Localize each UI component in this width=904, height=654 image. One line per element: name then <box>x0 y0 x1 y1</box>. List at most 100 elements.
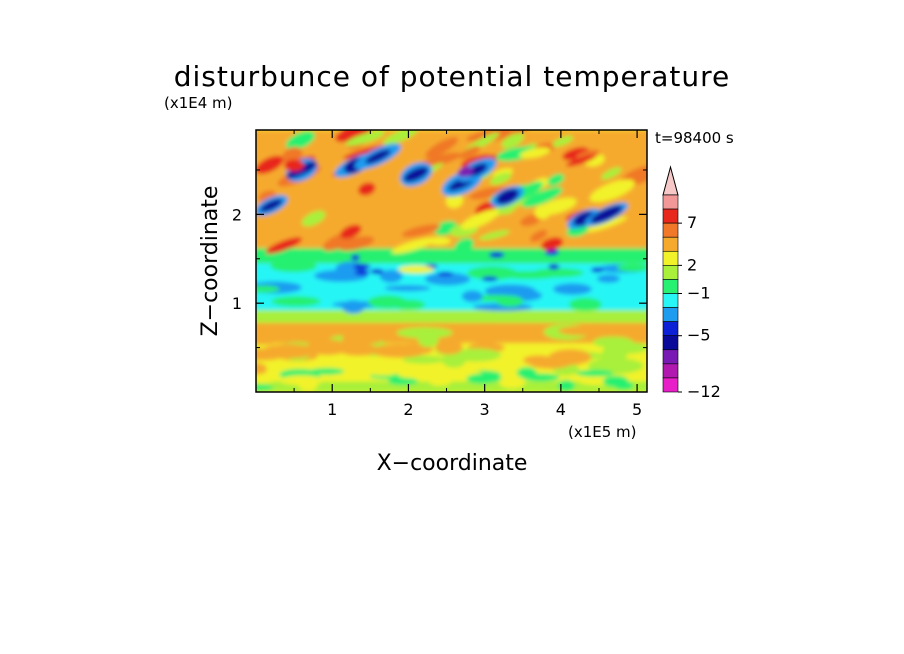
field-blob <box>418 152 462 168</box>
colorbar-tick-label: 7 <box>687 213 697 232</box>
colorbar-triangle <box>662 165 679 196</box>
field-blob <box>335 130 372 142</box>
field-blob <box>510 285 534 296</box>
chart-title: disturbunce of potential temperature <box>174 60 731 93</box>
field-blob <box>534 204 551 220</box>
field-blob <box>256 332 283 345</box>
field-blob <box>590 205 623 224</box>
field-blob <box>388 377 419 386</box>
colorbar-swatch <box>662 194 679 210</box>
colorbar-tick-label: 2 <box>687 255 697 274</box>
colorbar-swatch <box>662 307 679 322</box>
colorbar-swatch <box>662 349 679 365</box>
field-blob <box>459 146 481 159</box>
y-tick-label: 2 <box>232 205 242 224</box>
colorbar-swatch <box>662 208 679 224</box>
field-blob <box>428 374 453 386</box>
y-axis-label: Z−coordinate <box>198 186 223 337</box>
x-tick-label: 4 <box>556 400 566 419</box>
field-blob <box>496 188 519 205</box>
colorbar-swatch <box>662 222 679 238</box>
colorbar-tick-label: −1 <box>687 284 711 303</box>
field-blob <box>489 251 505 258</box>
field-blob <box>590 267 604 273</box>
field-blob <box>401 224 441 238</box>
field-blob <box>601 167 622 180</box>
field-blob <box>396 327 453 339</box>
y-tick-label: 1 <box>232 294 242 313</box>
field-blob <box>379 269 403 283</box>
colorbar-swatch <box>662 377 679 393</box>
field-blob <box>256 373 276 384</box>
field-blob <box>337 344 381 356</box>
field-blob <box>521 373 560 382</box>
colorbar-swatch <box>662 236 679 252</box>
field-blob <box>442 353 466 368</box>
field-blob <box>576 369 614 377</box>
field-blob <box>498 376 526 389</box>
field-blob <box>426 237 451 246</box>
field-blob <box>256 285 280 293</box>
field-blob <box>601 346 628 362</box>
field-blob <box>306 339 349 356</box>
field-blob <box>256 384 274 391</box>
field-blob <box>365 364 401 376</box>
field-blob <box>282 147 303 164</box>
field-blob <box>584 216 628 233</box>
field-blob <box>341 332 375 347</box>
plot-frame <box>255 129 648 393</box>
colorbar-swatch <box>662 250 679 266</box>
field-blob <box>284 159 305 172</box>
field-blob <box>557 379 575 392</box>
field-blob <box>256 155 284 174</box>
field-blob <box>597 274 621 283</box>
field-blob <box>466 373 497 384</box>
field-blob <box>552 135 574 147</box>
field-blob <box>370 343 427 358</box>
y-unit-label: (x1E4 m) <box>164 94 233 112</box>
field-blob <box>337 236 375 251</box>
field-blob <box>358 182 376 196</box>
field-blob <box>285 131 315 150</box>
field-blob <box>548 264 560 270</box>
field-blob <box>523 355 554 366</box>
time-label: t=98400 s <box>655 129 734 147</box>
colorbar-swatch <box>662 279 679 294</box>
field-blob <box>481 276 498 282</box>
field-blob <box>491 130 535 141</box>
field-blob <box>529 229 548 243</box>
field-blob <box>558 325 611 336</box>
x-tick-label: 5 <box>632 400 642 419</box>
field-blob <box>340 224 362 239</box>
field-blob <box>457 166 474 177</box>
x-tick-label: 2 <box>403 400 413 419</box>
field-blob <box>568 297 602 312</box>
field-blob <box>256 362 267 376</box>
field-blob <box>417 332 439 348</box>
field-blob <box>280 375 324 386</box>
x-axis-label: X−coordinate <box>377 451 528 476</box>
field-blob <box>345 130 385 146</box>
field-blob <box>260 199 283 212</box>
colorbar-swatch <box>662 321 679 337</box>
field-blob <box>467 266 518 280</box>
field-blob <box>541 237 564 251</box>
field-blob <box>424 272 471 286</box>
x-tick-label: 1 <box>327 400 337 419</box>
field-blob <box>391 237 436 254</box>
field-blob <box>365 149 391 164</box>
contour-field <box>256 130 647 392</box>
field-blob <box>616 263 647 272</box>
field-blob <box>445 193 464 209</box>
field-blob <box>589 179 635 203</box>
field-blob <box>435 340 463 355</box>
field-band <box>256 381 647 392</box>
field-blob <box>354 269 370 276</box>
field-blob <box>477 323 510 340</box>
field-blob <box>519 147 551 159</box>
field-blob <box>520 214 542 227</box>
field-blob <box>384 285 431 292</box>
field-blob <box>553 283 592 295</box>
field-blob <box>425 137 459 158</box>
